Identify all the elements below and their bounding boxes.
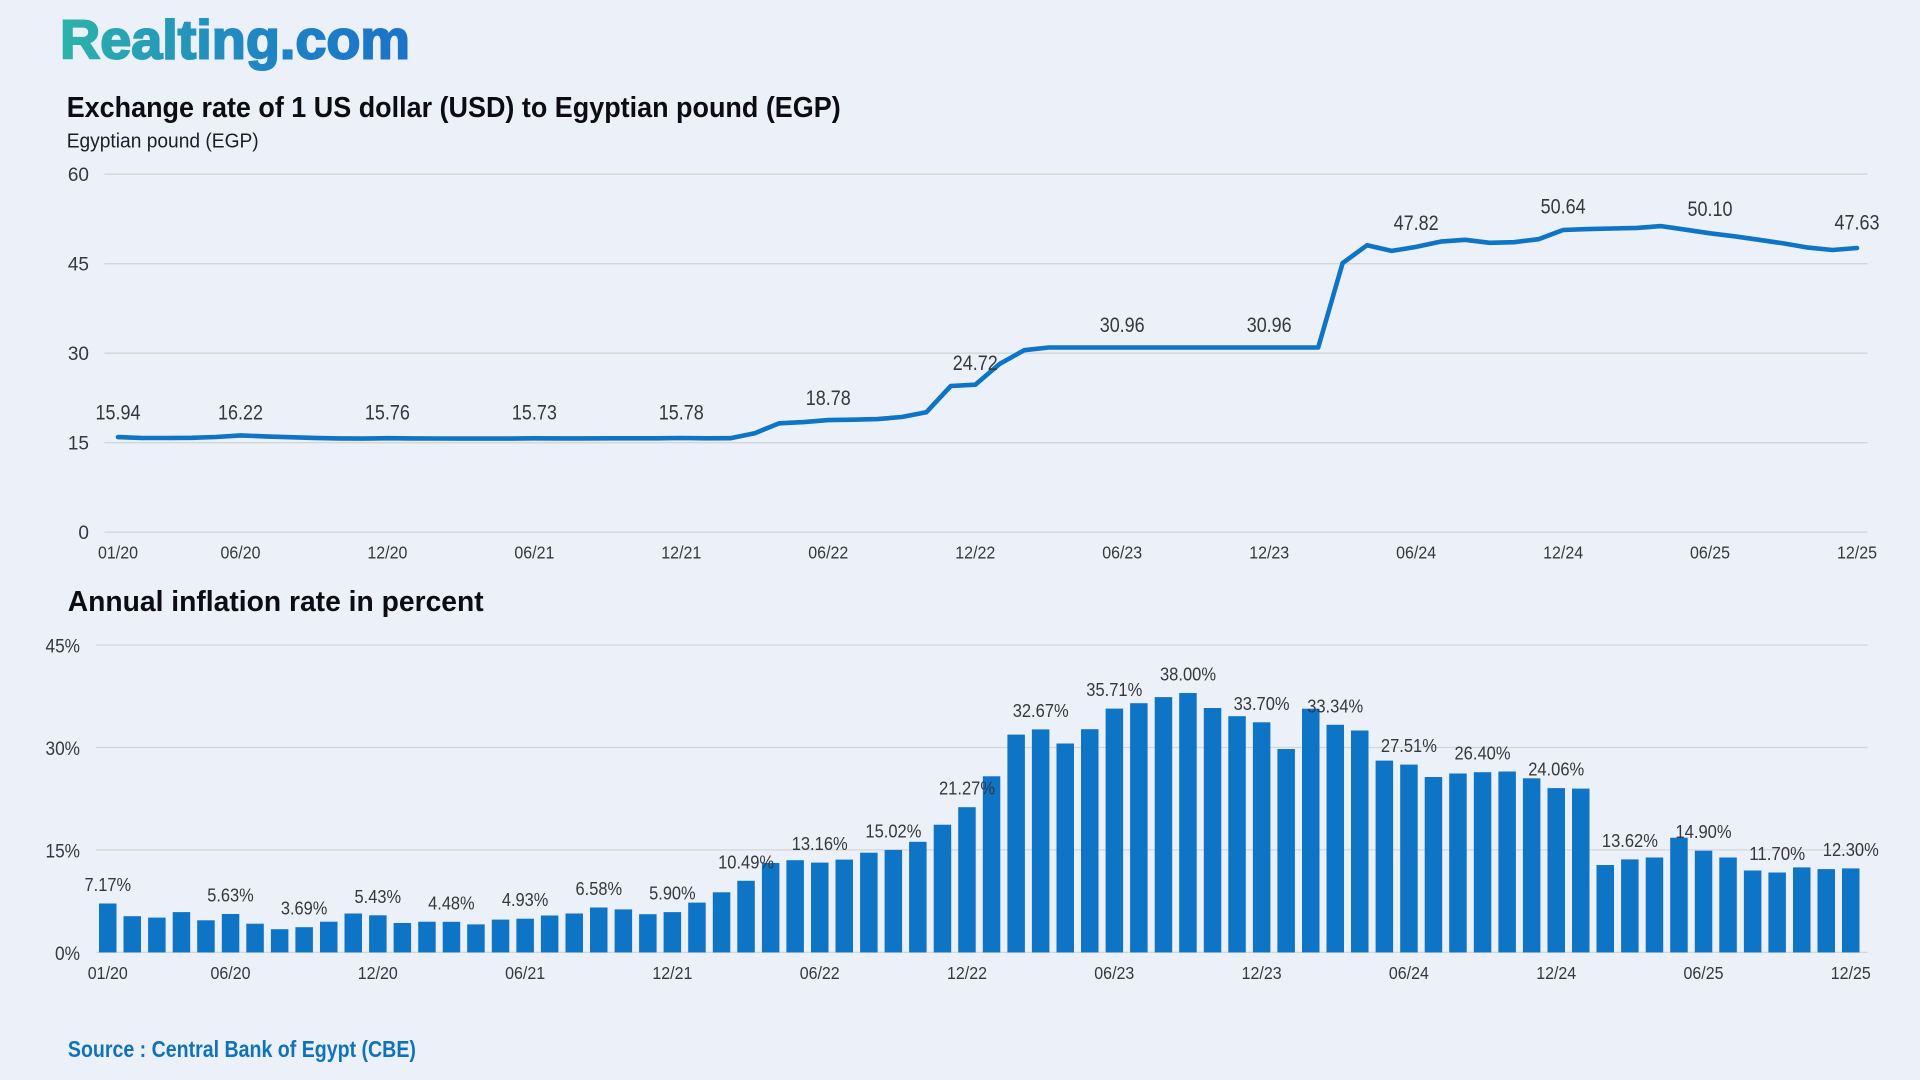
- svg-text:06/25: 06/25: [1684, 963, 1724, 983]
- svg-text:13.62%: 13.62%: [1602, 830, 1658, 851]
- svg-text:06/20: 06/20: [211, 963, 251, 983]
- svg-text:30.96: 30.96: [1247, 314, 1292, 337]
- svg-text:4.93%: 4.93%: [502, 889, 549, 910]
- svg-text:11.70%: 11.70%: [1749, 843, 1805, 864]
- svg-text:Realting.com: Realting.com: [60, 9, 410, 71]
- svg-text:12/23: 12/23: [1242, 963, 1282, 983]
- svg-text:45%: 45%: [46, 637, 81, 658]
- svg-text:12/24: 12/24: [1543, 542, 1583, 562]
- svg-text:06/24: 06/24: [1396, 542, 1436, 562]
- svg-text:12/21: 12/21: [661, 542, 701, 562]
- svg-text:60: 60: [68, 165, 89, 186]
- svg-text:12/24: 12/24: [1536, 963, 1576, 983]
- svg-text:47.63: 47.63: [1835, 211, 1880, 234]
- svg-text:32.67%: 32.67%: [1013, 700, 1069, 721]
- svg-text:01/20: 01/20: [98, 542, 138, 562]
- svg-text:27.51%: 27.51%: [1381, 735, 1437, 756]
- svg-text:13.16%: 13.16%: [792, 833, 848, 854]
- svg-text:24.06%: 24.06%: [1528, 759, 1584, 780]
- svg-text:12/25: 12/25: [1831, 963, 1871, 983]
- svg-text:01/20: 01/20: [88, 963, 128, 983]
- svg-text:45: 45: [68, 254, 89, 275]
- svg-text:15.02%: 15.02%: [865, 820, 921, 841]
- svg-text:21.27%: 21.27%: [939, 778, 995, 799]
- svg-text:15.94: 15.94: [96, 401, 141, 424]
- svg-text:06/25: 06/25: [1690, 542, 1730, 562]
- svg-text:06/21: 06/21: [514, 542, 554, 562]
- svg-text:3.69%: 3.69%: [281, 898, 328, 919]
- svg-text:50.10: 50.10: [1688, 198, 1733, 221]
- svg-text:12/20: 12/20: [367, 542, 407, 562]
- svg-text:50.64: 50.64: [1541, 196, 1586, 219]
- svg-text:06/22: 06/22: [800, 963, 840, 983]
- svg-text:15.73: 15.73: [512, 401, 557, 424]
- svg-text:Exchange rate of 1 US dollar (: Exchange rate of 1 US dollar (USD) to Eg…: [67, 92, 841, 124]
- svg-text:15: 15: [68, 433, 89, 454]
- svg-text:26.40%: 26.40%: [1455, 743, 1511, 764]
- svg-text:12/25: 12/25: [1837, 542, 1877, 562]
- svg-text:Annual inflation rate in perce: Annual inflation rate in percent: [68, 586, 484, 618]
- svg-text:12/22: 12/22: [955, 542, 995, 562]
- svg-text:38.00%: 38.00%: [1160, 664, 1216, 685]
- svg-text:30.96: 30.96: [1100, 314, 1145, 337]
- svg-text:47.82: 47.82: [1394, 212, 1439, 235]
- svg-text:4.48%: 4.48%: [428, 892, 475, 913]
- svg-text:30%: 30%: [46, 739, 81, 760]
- svg-text:5.63%: 5.63%: [207, 885, 254, 906]
- svg-text:06/23: 06/23: [1102, 542, 1142, 562]
- svg-text:12.30%: 12.30%: [1823, 839, 1879, 860]
- svg-text:0: 0: [78, 523, 89, 544]
- svg-text:15.76: 15.76: [365, 401, 410, 424]
- svg-text:0%: 0%: [55, 944, 80, 965]
- svg-text:30: 30: [68, 344, 89, 365]
- svg-text:12/21: 12/21: [652, 963, 692, 983]
- svg-text:35.71%: 35.71%: [1086, 679, 1142, 700]
- svg-text:5.90%: 5.90%: [649, 883, 696, 904]
- svg-text:14.90%: 14.90%: [1676, 821, 1732, 842]
- svg-text:24.72: 24.72: [953, 352, 998, 375]
- svg-text:12/20: 12/20: [358, 963, 398, 983]
- svg-text:12/22: 12/22: [947, 963, 987, 983]
- svg-text:06/20: 06/20: [221, 542, 261, 562]
- svg-text:33.34%: 33.34%: [1307, 695, 1363, 716]
- svg-text:5.43%: 5.43%: [355, 886, 402, 907]
- svg-text:6.58%: 6.58%: [576, 878, 623, 899]
- svg-text:12/23: 12/23: [1249, 542, 1289, 562]
- svg-text:33.70%: 33.70%: [1234, 693, 1290, 714]
- svg-text:06/23: 06/23: [1094, 963, 1134, 983]
- svg-text:Source : Central Bank of Egypt: Source : Central Bank of Egypt (CBE): [68, 1036, 416, 1062]
- svg-text:7.17%: 7.17%: [85, 874, 132, 895]
- svg-text:Egyptian pound (EGP): Egyptian pound (EGP): [67, 130, 259, 152]
- svg-text:06/24: 06/24: [1389, 963, 1429, 983]
- svg-text:16.22: 16.22: [218, 401, 263, 424]
- svg-text:06/21: 06/21: [505, 963, 545, 983]
- svg-text:18.78: 18.78: [806, 387, 851, 410]
- svg-text:15%: 15%: [46, 841, 81, 862]
- svg-text:06/22: 06/22: [808, 542, 848, 562]
- svg-text:10.49%: 10.49%: [718, 851, 774, 872]
- svg-text:15.78: 15.78: [659, 401, 704, 424]
